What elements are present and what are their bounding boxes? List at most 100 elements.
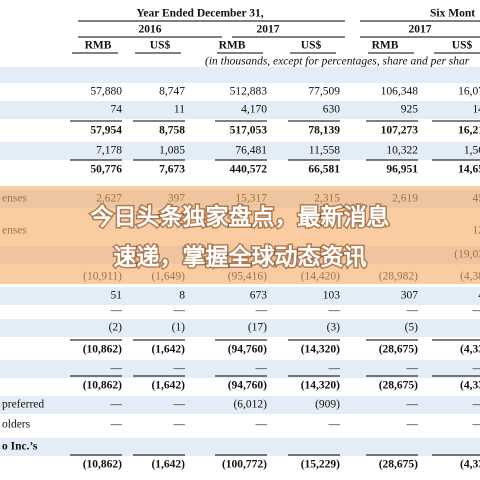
cell: (28,675)	[379, 380, 418, 392]
cell: 630	[323, 104, 341, 116]
cell: 4,170	[241, 104, 267, 116]
cell: (4,33	[460, 344, 480, 356]
cell: (1,642)	[151, 344, 185, 356]
unit: RMB	[219, 40, 246, 52]
cell: (15,229)	[301, 459, 340, 471]
cell: —	[406, 419, 419, 431]
cell: 76,481	[235, 145, 267, 157]
stripe	[0, 67, 480, 83]
cell: —	[472, 363, 480, 375]
year: 2016	[139, 24, 162, 36]
cell: 107,273	[381, 125, 419, 137]
cell: —	[255, 363, 268, 375]
cell: 14	[473, 104, 480, 116]
cell: —	[110, 399, 123, 411]
cell: (10,862)	[83, 344, 122, 356]
cell: —	[406, 363, 419, 375]
note: (in thousands, except for percentages, s…	[205, 56, 470, 68]
cell: (1)	[172, 322, 186, 334]
cell: (14,320)	[301, 380, 340, 392]
cell: 66,581	[308, 164, 340, 176]
cell: —	[472, 399, 480, 411]
cell: 10,322	[386, 145, 418, 157]
cell: 307	[401, 290, 419, 302]
cell: 74	[111, 104, 123, 116]
cell: (1,642)	[151, 459, 185, 471]
cell: 16,07	[458, 86, 480, 98]
cell: (3)	[327, 322, 341, 334]
cell: —	[173, 419, 186, 431]
cell: —	[406, 305, 419, 317]
cell: 11,558	[309, 145, 340, 157]
cell: 440,572	[230, 164, 268, 176]
cell: 103	[323, 290, 341, 302]
cell: —	[406, 399, 419, 411]
row-label: o Inc.’s	[2, 441, 38, 453]
row-label: olders	[2, 419, 31, 431]
cell: 57,954	[90, 125, 122, 137]
unit: RMB	[85, 40, 112, 52]
cell: (10,862)	[83, 459, 122, 471]
cell: (94,760)	[228, 380, 267, 392]
cell: 11	[174, 104, 185, 116]
cell: —	[110, 363, 123, 375]
cell: 8,747	[159, 86, 185, 98]
cell: 673	[250, 290, 268, 302]
cell: —	[173, 363, 186, 375]
cell: 8	[179, 290, 185, 302]
stripe	[0, 101, 480, 119]
row-label: preferred	[2, 399, 44, 411]
cell: —	[472, 305, 480, 317]
stripe	[0, 287, 480, 305]
unit: US$	[452, 39, 473, 52]
cell: (6,012)	[233, 399, 267, 411]
cell: (94,760)	[228, 344, 267, 356]
cell: 16,21	[458, 125, 480, 137]
cell: 7,178	[96, 145, 122, 157]
cell: 925	[401, 104, 419, 116]
cell: —	[173, 305, 186, 317]
stripe	[0, 319, 480, 337]
cell: (909)	[315, 399, 340, 411]
cell: 50,776	[90, 164, 122, 176]
cell: 96,951	[386, 164, 418, 176]
year: 2017	[409, 24, 432, 36]
cell: (14,320)	[301, 344, 340, 356]
cell: —	[328, 363, 341, 375]
cell: 78,139	[308, 125, 340, 137]
stripe	[0, 438, 480, 456]
cell: 1,56	[464, 145, 480, 157]
cell: (4,33	[460, 380, 480, 392]
cell: (5)	[405, 322, 419, 334]
cell: (2)	[109, 322, 123, 334]
cell: —	[173, 399, 186, 411]
cell: 4	[478, 290, 480, 302]
cell: —	[328, 419, 341, 431]
cell: 1,085	[159, 145, 185, 157]
period-title: Year Ended December 31,	[136, 8, 263, 20]
unit: US$	[301, 39, 322, 52]
cell: 77,509	[308, 86, 340, 98]
period-title-2: Six Mont	[430, 8, 475, 20]
cell: 512,883	[230, 86, 268, 98]
banner-text: 速递，掌握全球动态资讯	[114, 244, 367, 271]
cell: (17)	[248, 322, 267, 334]
cell: 106,348	[381, 86, 419, 98]
stripe	[0, 396, 480, 414]
cell: (28,675)	[379, 344, 418, 356]
cell: —	[110, 419, 123, 431]
stripe	[0, 360, 480, 378]
cell: 517,053	[230, 125, 268, 137]
cell: (4,33	[460, 459, 480, 471]
unit: US$	[150, 39, 171, 52]
cell: 14,65	[458, 164, 480, 176]
year: 2017	[257, 24, 280, 36]
cell: (10,862)	[83, 380, 122, 392]
cell: —	[255, 305, 268, 317]
cell: (1,642)	[151, 380, 185, 392]
cell: 7,673	[159, 164, 185, 176]
cell: —	[472, 419, 480, 431]
